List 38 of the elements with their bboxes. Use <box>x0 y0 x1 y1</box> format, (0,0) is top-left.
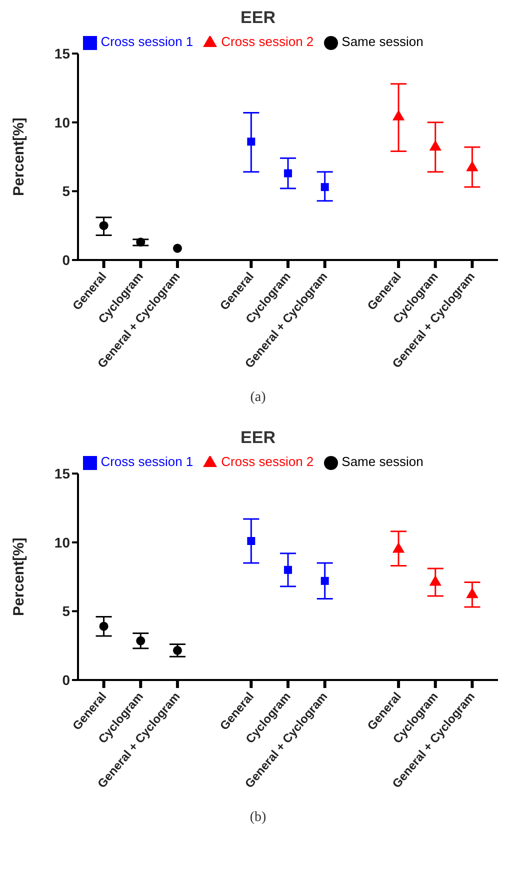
point <box>172 244 182 253</box>
point <box>284 169 292 178</box>
point <box>247 537 256 545</box>
y-tick-label: 15 <box>54 46 70 62</box>
y-tick-label: 0 <box>62 252 70 268</box>
point <box>320 183 329 192</box>
point <box>429 140 442 151</box>
legend-label: Cross session 2 <box>221 454 314 469</box>
legend-label: Same session <box>342 34 424 49</box>
y-tick-label: 15 <box>54 466 70 482</box>
y-tick-label: 0 <box>62 672 70 688</box>
point <box>392 110 405 120</box>
point <box>429 575 442 586</box>
point <box>320 576 329 585</box>
legend-label: Cross session 1 <box>100 34 194 49</box>
point <box>284 566 292 574</box>
point <box>392 542 405 553</box>
point <box>136 636 146 646</box>
y-tick-label: 10 <box>54 114 70 130</box>
point <box>172 646 182 655</box>
point <box>466 588 478 598</box>
point <box>99 622 108 631</box>
y-tick-label: 5 <box>62 603 70 620</box>
y-axis-title: Percent[%] <box>10 118 28 196</box>
text: (a) <box>249 390 267 407</box>
y-tick-label: 10 <box>54 534 70 550</box>
legend-label: Same session <box>342 454 424 469</box>
point <box>247 138 256 146</box>
legend-label: Cross session 1 <box>100 454 194 469</box>
y-axis-title: Percent[%] <box>10 538 28 616</box>
legend-label: Cross session 2 <box>221 34 314 49</box>
point <box>466 160 478 172</box>
y-tick-label: 5 <box>62 183 70 200</box>
chart-title: EER <box>240 8 276 29</box>
text: (b) <box>248 810 268 827</box>
point <box>99 221 108 230</box>
point <box>136 238 146 247</box>
chart-title: EER <box>240 428 276 449</box>
